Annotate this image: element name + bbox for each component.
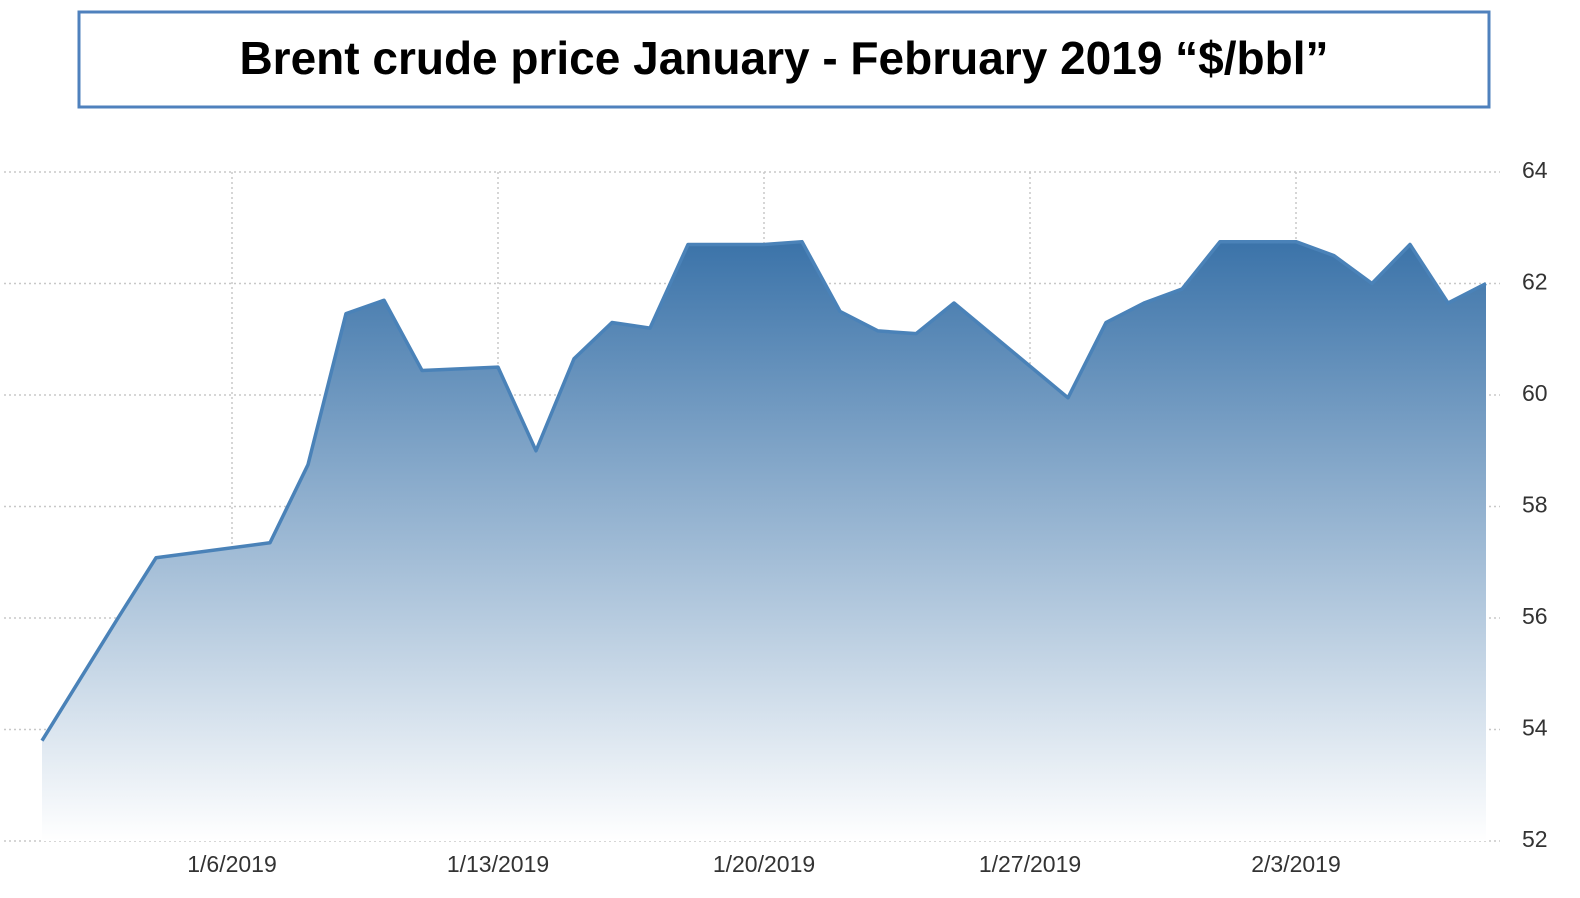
title-box <box>77 10 1491 109</box>
y-tick-label: 54 <box>1522 715 1548 741</box>
y-tick-label: 56 <box>1522 603 1548 629</box>
x-tick-label: 1/20/2019 <box>713 851 815 877</box>
chart-title: Brent crude price January - February 201… <box>239 32 1328 84</box>
y-tick-label: 60 <box>1522 380 1548 406</box>
y-tick-label: 58 <box>1522 492 1548 518</box>
line <box>40 239 1487 742</box>
area-fill <box>42 241 1486 841</box>
x-tick-label: 1/13/2019 <box>447 851 549 877</box>
y-tick-label: 62 <box>1522 269 1548 295</box>
x-tick-label: 2/3/2019 <box>1251 851 1341 877</box>
x-tick-label: 1/6/2019 <box>187 851 277 877</box>
x-tick-label: 1/27/2019 <box>979 851 1081 877</box>
y-tick-label: 64 <box>1522 157 1548 183</box>
y-tick-label: 52 <box>1522 826 1548 852</box>
